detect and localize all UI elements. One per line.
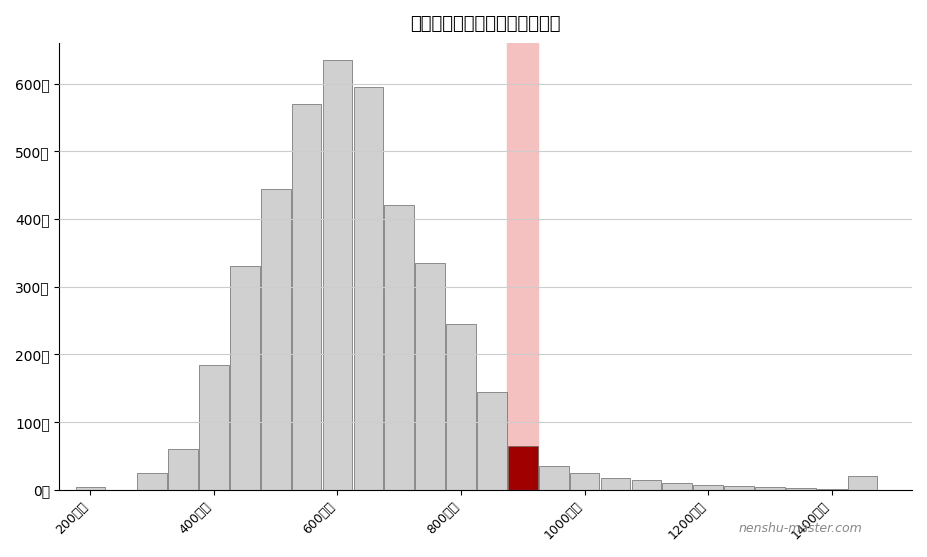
Bar bbox=[137, 473, 167, 490]
Bar bbox=[292, 104, 322, 490]
Bar bbox=[260, 188, 290, 490]
Bar bbox=[539, 466, 568, 490]
Bar bbox=[477, 392, 507, 490]
Bar bbox=[693, 485, 723, 490]
Bar bbox=[756, 487, 785, 490]
Bar bbox=[415, 263, 445, 490]
Bar bbox=[817, 488, 846, 490]
Bar bbox=[508, 446, 538, 490]
Bar bbox=[631, 481, 661, 490]
Bar bbox=[507, 43, 539, 490]
Bar bbox=[724, 486, 754, 490]
Text: nenshu-master.com: nenshu-master.com bbox=[739, 522, 862, 535]
Bar bbox=[75, 487, 105, 490]
Bar bbox=[168, 449, 197, 490]
Bar bbox=[353, 87, 383, 490]
Bar bbox=[786, 488, 816, 490]
Bar bbox=[663, 483, 692, 490]
Bar bbox=[230, 266, 260, 490]
Title: 高砂熱学工業の年収ポジション: 高砂熱学工業の年収ポジション bbox=[411, 15, 561, 33]
Bar bbox=[601, 478, 630, 490]
Bar bbox=[848, 476, 877, 490]
Bar bbox=[446, 324, 476, 490]
Bar bbox=[570, 473, 600, 490]
Bar bbox=[199, 365, 229, 490]
Bar bbox=[323, 60, 352, 490]
Bar bbox=[385, 206, 414, 490]
